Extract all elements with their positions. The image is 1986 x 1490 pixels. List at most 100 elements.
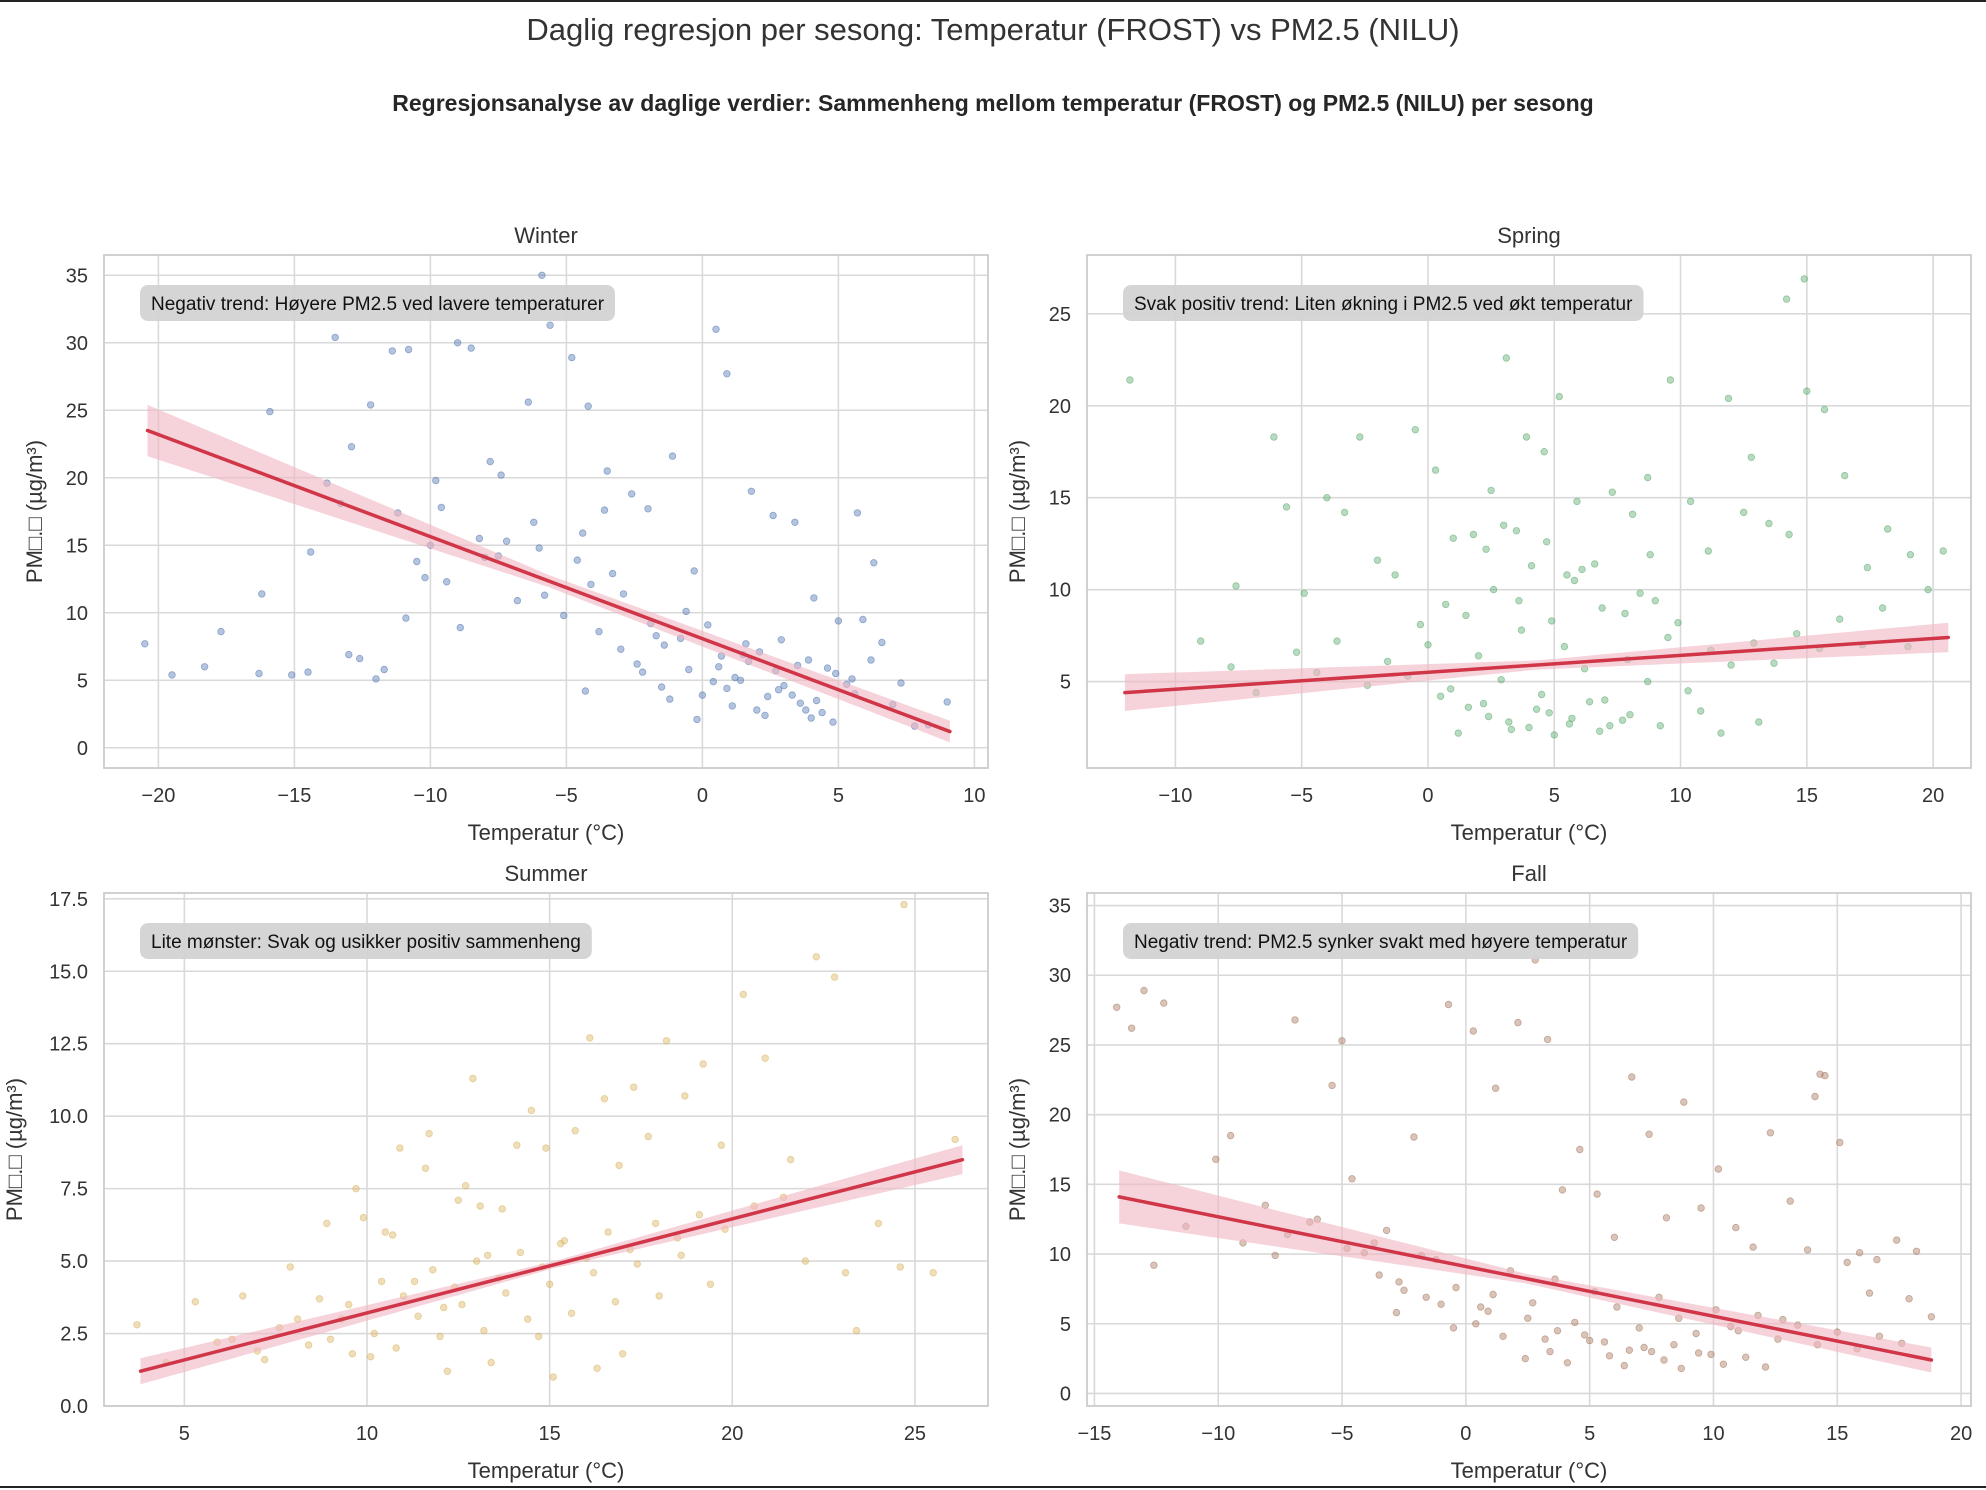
data-point bbox=[467, 344, 475, 352]
data-point bbox=[604, 1228, 612, 1236]
data-point bbox=[1836, 1138, 1844, 1147]
data-point bbox=[1292, 648, 1301, 656]
data-point bbox=[502, 537, 511, 545]
data-point bbox=[619, 590, 628, 598]
data-point bbox=[1422, 1293, 1430, 1301]
data-point bbox=[1226, 1131, 1235, 1140]
x-tick-label: −5 bbox=[555, 785, 578, 807]
x-tick-label: 0 bbox=[1460, 1423, 1471, 1445]
data-point bbox=[1568, 714, 1576, 723]
data-point bbox=[1646, 551, 1654, 559]
data-point bbox=[651, 1219, 660, 1228]
data-point bbox=[1424, 641, 1432, 649]
y-tick-label: 10 bbox=[1049, 580, 1071, 602]
data-point bbox=[709, 677, 717, 686]
data-point bbox=[1446, 685, 1455, 693]
plot-area bbox=[1087, 893, 1971, 1406]
y-tick-label: 15 bbox=[1049, 1174, 1071, 1196]
data-point bbox=[1598, 604, 1606, 612]
data-point bbox=[1464, 703, 1473, 711]
data-point bbox=[812, 953, 820, 961]
data-point bbox=[1643, 473, 1652, 482]
data-point bbox=[1811, 1092, 1819, 1101]
data-point bbox=[1521, 1354, 1529, 1363]
data-point bbox=[359, 1213, 368, 1222]
data-point bbox=[1484, 1307, 1492, 1315]
data-point bbox=[1714, 1165, 1723, 1173]
data-point bbox=[1411, 426, 1419, 434]
data-point bbox=[587, 580, 595, 589]
data-point bbox=[542, 1144, 550, 1152]
data-point bbox=[1782, 295, 1791, 303]
annotation-text: Negativ trend: Høyere PM2.5 ved lavere t… bbox=[151, 294, 605, 315]
axes-frame bbox=[1086, 892, 1972, 1407]
y-tick-label: 5 bbox=[1060, 672, 1071, 694]
y-tick-label: 15 bbox=[66, 535, 88, 557]
data-point bbox=[443, 578, 451, 586]
data-point bbox=[1333, 637, 1341, 645]
y-tick-label: 0 bbox=[1060, 1383, 1071, 1405]
data-point bbox=[1578, 565, 1586, 574]
confidence-band bbox=[1124, 622, 1949, 711]
data-point bbox=[832, 669, 840, 678]
data-point bbox=[524, 1315, 532, 1323]
data-point bbox=[380, 665, 388, 674]
annotation: Lite mønster: Svak og usikker positiv sa… bbox=[140, 923, 592, 959]
data-point bbox=[1628, 1073, 1636, 1081]
data-point bbox=[1112, 1003, 1121, 1011]
data-point bbox=[717, 1141, 725, 1149]
data-point bbox=[1610, 1233, 1619, 1241]
x-tick-label: 5 bbox=[1549, 785, 1560, 807]
data-point bbox=[513, 596, 522, 605]
data-point bbox=[1524, 1314, 1532, 1322]
data-point bbox=[834, 617, 843, 625]
panel-title: Summer bbox=[504, 861, 587, 886]
x-tick-label: 10 bbox=[1702, 1423, 1724, 1445]
data-point bbox=[456, 623, 464, 632]
data-point bbox=[304, 668, 312, 676]
data-point bbox=[1835, 615, 1844, 623]
data-point bbox=[1660, 1356, 1668, 1364]
data-point bbox=[392, 1344, 400, 1352]
data-point bbox=[1640, 1343, 1648, 1352]
data-point bbox=[469, 1074, 477, 1083]
data-point bbox=[801, 1257, 810, 1265]
data-point bbox=[1491, 1084, 1500, 1092]
data-point bbox=[560, 611, 568, 620]
data-point bbox=[1747, 453, 1755, 461]
data-point bbox=[524, 398, 532, 406]
x-axis-label: Temperatur (°C) bbox=[1451, 820, 1608, 845]
data-point bbox=[1840, 471, 1849, 480]
data-point bbox=[600, 506, 609, 514]
data-point bbox=[1469, 530, 1478, 539]
x-axis-label: Temperatur (°C) bbox=[1451, 1458, 1608, 1483]
x-tick-label: 5 bbox=[833, 785, 844, 807]
data-point bbox=[699, 1060, 707, 1068]
axes-frame bbox=[103, 254, 989, 769]
y-tick-label: 17.5 bbox=[49, 889, 88, 911]
data-point bbox=[666, 695, 674, 703]
data-point bbox=[1570, 576, 1579, 585]
annotation: Svak positiv trend: Liten økning i PM2.5… bbox=[1123, 285, 1644, 321]
data-point bbox=[853, 509, 862, 517]
data-point bbox=[1939, 547, 1947, 555]
data-point bbox=[584, 402, 592, 410]
data-point bbox=[1704, 547, 1712, 555]
data-point bbox=[480, 1326, 488, 1335]
data-point bbox=[796, 699, 804, 707]
data-point bbox=[261, 1355, 269, 1364]
data-point bbox=[1924, 585, 1932, 594]
data-point bbox=[1545, 709, 1553, 717]
data-point bbox=[560, 1237, 568, 1245]
data-point bbox=[1546, 1347, 1554, 1356]
data-point bbox=[1576, 1145, 1584, 1154]
data-point bbox=[1892, 1236, 1901, 1244]
data-point bbox=[870, 559, 878, 567]
data-point bbox=[810, 594, 818, 602]
data-point bbox=[1647, 1347, 1656, 1356]
data-point bbox=[1127, 1024, 1136, 1032]
panel-fall: −15 −10 −5 0 5 10 15 20 0 5 10 15 20 25 30 35 Fall Temper… bbox=[1005, 861, 1972, 1483]
y-tick-label: 20 bbox=[66, 468, 88, 490]
data-point bbox=[818, 708, 826, 717]
data-point bbox=[1595, 727, 1604, 735]
